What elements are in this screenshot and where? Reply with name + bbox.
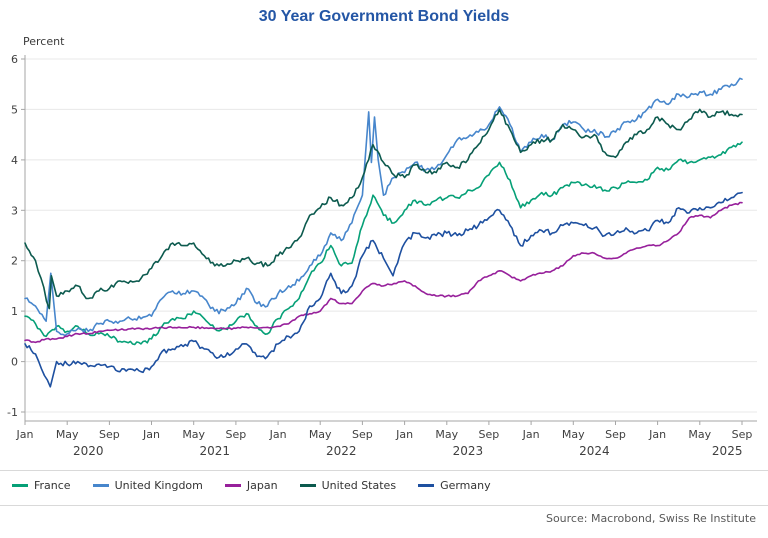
series-line-france <box>24 141 743 346</box>
legend-item-germany: Germany <box>418 479 491 492</box>
svg-text:2021: 2021 <box>200 444 231 458</box>
svg-text:2024: 2024 <box>579 444 610 458</box>
svg-text:May: May <box>182 428 205 441</box>
y-axis-title: Percent <box>23 35 65 48</box>
svg-text:5: 5 <box>11 103 18 116</box>
svg-text:May: May <box>435 428 458 441</box>
svg-text:Jan: Jan <box>142 428 160 441</box>
legend-item-united-states: United States <box>299 479 397 492</box>
svg-text:Jan: Jan <box>16 428 34 441</box>
svg-text:2023: 2023 <box>453 444 484 458</box>
legend-item-united-kingdom: United Kingdom <box>92 479 203 492</box>
x-axis-year-labels: 2020 2021 2022 2023 2024 2025 <box>73 444 742 458</box>
svg-text:2025: 2025 <box>712 444 743 458</box>
svg-text:1: 1 <box>11 305 18 318</box>
x-axis-labels: Jan May Sep Jan May Sep Jan May Sep Jan May Sep Jan M… <box>16 428 753 441</box>
svg-text:2: 2 <box>11 255 18 268</box>
series-line-germany <box>24 191 743 388</box>
legend-item-france: France <box>12 479 71 492</box>
legend-swatch-france <box>12 484 28 487</box>
svg-text:Sep: Sep <box>479 428 500 441</box>
legend-swatch-united-states <box>299 484 316 487</box>
svg-text:-1: -1 <box>7 406 18 419</box>
legend-divider-top <box>0 470 768 471</box>
legend-label: United States <box>321 479 397 492</box>
svg-text:4: 4 <box>11 154 18 167</box>
svg-text:6: 6 <box>11 53 18 66</box>
series-line-united-states <box>24 108 743 310</box>
legend-swatch-germany <box>418 484 435 487</box>
legend-swatch-japan <box>224 484 241 487</box>
chart-title: 30 Year Government Bond Yields <box>258 8 510 25</box>
series-line-japan <box>24 201 743 344</box>
svg-text:3: 3 <box>11 204 18 217</box>
svg-text:Sep: Sep <box>226 428 247 441</box>
legend-divider-bottom <box>0 505 768 506</box>
svg-text:May: May <box>56 428 79 441</box>
svg-text:May: May <box>562 428 585 441</box>
legend-label: Germany <box>440 479 491 492</box>
svg-text:Jan: Jan <box>395 428 413 441</box>
legend-label: France <box>34 479 71 492</box>
svg-text:0: 0 <box>11 356 18 369</box>
plot-area: Percent 6 5 4 3 2 1 0 -1 Jan May Sep Jan May Sep Jan May… <box>7 35 757 458</box>
svg-text:Sep: Sep <box>605 428 626 441</box>
svg-text:Jan: Jan <box>269 428 287 441</box>
legend: France United Kingdom Japan United States Ge… <box>12 479 491 492</box>
legend-item-japan: Japan <box>224 479 278 492</box>
svg-text:Jan: Jan <box>648 428 666 441</box>
svg-text:Sep: Sep <box>352 428 373 441</box>
svg-text:2020: 2020 <box>73 444 104 458</box>
legend-label: United Kingdom <box>114 479 203 492</box>
svg-text:May: May <box>688 428 711 441</box>
gridlines <box>25 58 757 413</box>
svg-text:Sep: Sep <box>99 428 120 441</box>
source-attribution: Source: Macrobond, Swiss Re Institute <box>545 512 756 525</box>
svg-text:2022: 2022 <box>326 444 357 458</box>
legend-swatch-united-kingdom <box>92 484 109 487</box>
svg-text:May: May <box>309 428 332 441</box>
axes <box>21 55 757 425</box>
series-line-united-kingdom <box>24 77 743 337</box>
y-axis-labels: 6 5 4 3 2 1 0 -1 <box>7 53 18 419</box>
legend-label: Japan <box>246 479 278 492</box>
svg-text:Jan: Jan <box>522 428 540 441</box>
svg-text:Sep: Sep <box>732 428 753 441</box>
